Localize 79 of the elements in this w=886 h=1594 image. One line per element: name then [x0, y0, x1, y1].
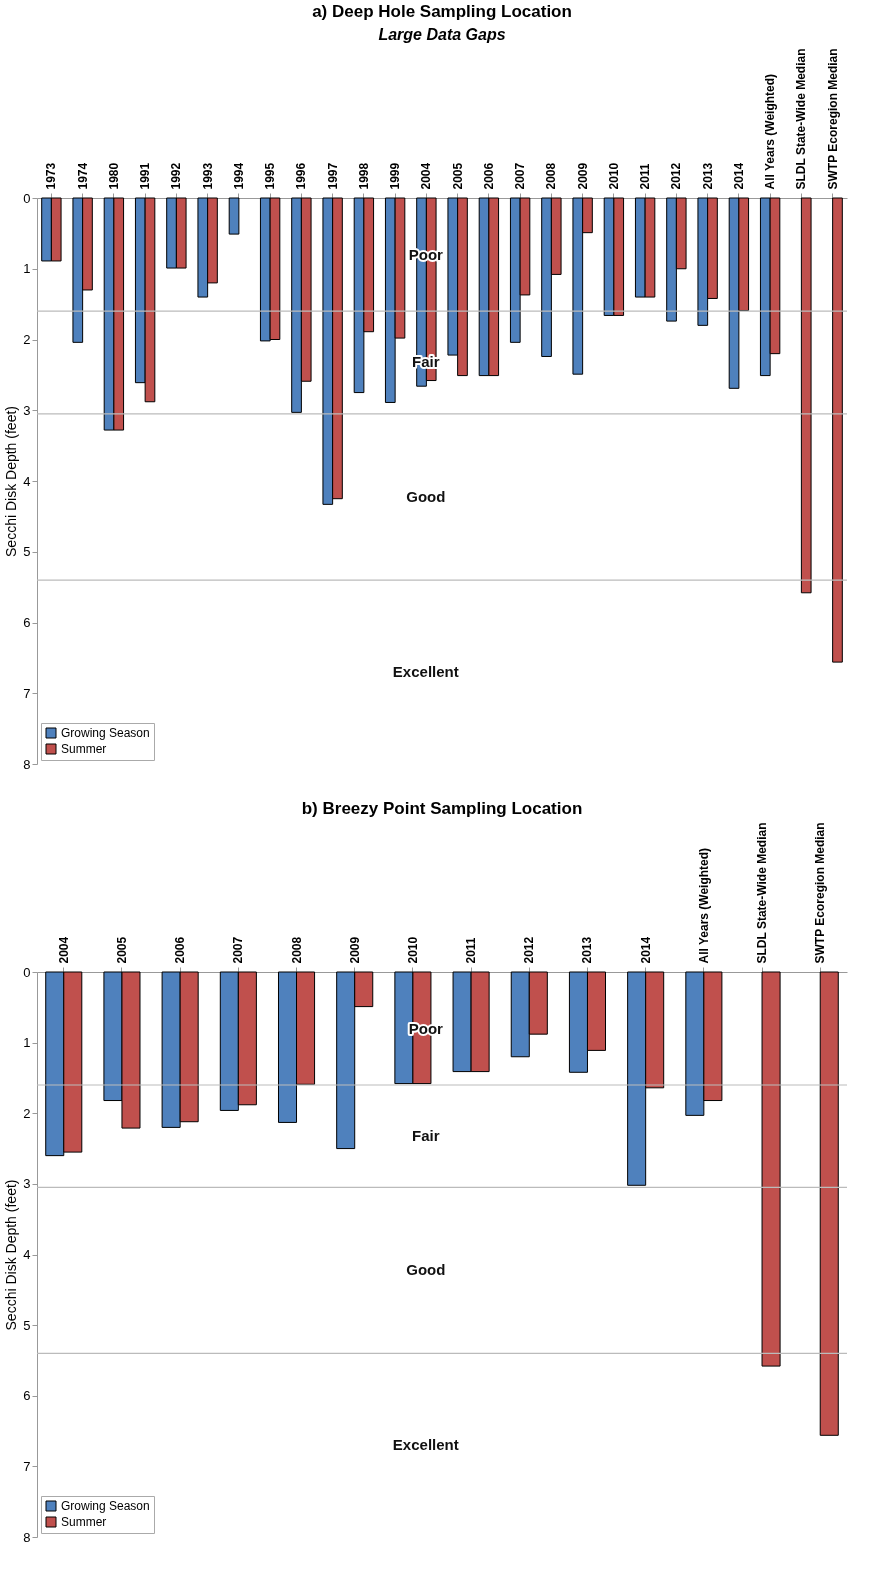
annotation: Poor	[408, 245, 444, 263]
y-tick-label: 0	[23, 190, 31, 206]
x-tick-label: 2010	[606, 162, 621, 190]
x-tick-label: 2009	[575, 162, 590, 190]
x-tick-label: SLDL State-Wide Median	[755, 822, 770, 964]
text: Large Data Gaps	[378, 25, 506, 43]
x-tick-label: 1980	[106, 162, 121, 190]
y-tick-label: 6	[23, 615, 31, 630]
x-tick-label: 1997	[325, 162, 340, 190]
y-axis-title: Secchi Disk Depth (feet)	[3, 406, 20, 557]
x-tick-label: 1992	[169, 162, 184, 190]
y-tick-label: 3	[23, 1176, 31, 1192]
x-tick-label: 2005	[114, 936, 129, 964]
y-tick-label: 6	[23, 1388, 31, 1404]
x-tick-label: 2006	[481, 162, 496, 190]
x-tick-label: 2008	[289, 936, 304, 964]
x-tick-label: 2005	[450, 162, 465, 190]
annotation: Fair	[412, 1127, 440, 1145]
y-tick-label: 7	[23, 1458, 31, 1474]
x-tick-label: 1995	[263, 162, 278, 190]
y-tick-label: 4	[23, 473, 31, 489]
y-tick-label: 5	[23, 1317, 31, 1333]
x-tick-label: SWTP Ecoregion Median	[813, 822, 828, 964]
bar	[761, 971, 781, 1367]
x-tick-label: 2013	[580, 936, 595, 964]
y-tick-label: 3	[23, 402, 31, 418]
bar	[832, 197, 843, 663]
annotation: Fair	[412, 353, 440, 371]
y-tick-label: 4	[23, 1247, 31, 1262]
x-tick-label: 2006	[173, 936, 188, 964]
legend-label: Growing Season	[61, 726, 150, 740]
y-tick-label: 8	[23, 1529, 31, 1545]
x-tick-label: 2007	[231, 936, 246, 964]
annotation: Good	[406, 1261, 446, 1279]
chart-title: b) Breezy Point Sampling Location	[301, 798, 583, 818]
x-tick-label: 2004	[56, 936, 71, 964]
y-tick-label: 1	[23, 1035, 31, 1051]
x-tick-label: All Years (Weighted)	[763, 73, 778, 190]
x-tick-label: SWTP Ecoregion Median	[825, 48, 840, 190]
x-tick-label: 2014	[638, 936, 653, 964]
y-axis-title: Secchi Disk Depth (feet)	[3, 1179, 20, 1331]
x-tick-label: 2010	[405, 936, 420, 964]
x-tick-label: 2012	[522, 936, 537, 964]
x-tick-label: 2008	[544, 162, 559, 190]
legend-label: Summer	[61, 742, 107, 756]
x-tick-label: 2004	[419, 162, 434, 190]
annotation: Excellent	[392, 1436, 459, 1454]
x-tick-label: 2011	[464, 937, 479, 964]
y-tick-label: 8	[23, 756, 31, 772]
x-tick-label: 2014	[731, 162, 746, 190]
chart-title: a) Deep Hole Sampling Location	[312, 1, 572, 21]
x-tick-label: 2013	[700, 162, 715, 190]
x-tick-label: 1993	[200, 162, 215, 190]
legend-label: Growing Season	[61, 1499, 150, 1513]
y-tick-label: 5	[23, 544, 31, 560]
x-tick-label: 2007	[513, 162, 528, 190]
y-tick-label: 2	[23, 332, 31, 347]
y-tick-label: 1	[23, 261, 31, 277]
x-tick-label: 1991	[138, 162, 153, 190]
x-tick-label: 2012	[669, 162, 684, 190]
annotation: Excellent	[392, 663, 459, 681]
x-tick-label: 1996	[294, 162, 309, 190]
annotation: Good	[406, 487, 446, 505]
x-tick-label: 2011	[638, 163, 653, 190]
x-tick-label: 2009	[347, 936, 362, 964]
legend-label: Summer	[61, 1515, 107, 1529]
x-tick-label: 1974	[75, 162, 90, 190]
bar	[228, 197, 240, 235]
bar	[800, 197, 812, 594]
x-tick-label: 1999	[388, 162, 403, 190]
bar	[819, 971, 839, 1436]
x-tick-label: SLDL State-Wide Median	[794, 48, 809, 190]
x-tick-label: 1973	[44, 162, 59, 190]
y-tick-label: 0	[23, 964, 31, 980]
x-tick-label: 1994	[231, 162, 246, 190]
y-tick-label: 7	[23, 685, 31, 701]
y-tick-label: 2	[23, 1105, 31, 1121]
x-tick-label: 1998	[356, 162, 371, 190]
x-tick-label: All Years (Weighted)	[696, 847, 711, 964]
